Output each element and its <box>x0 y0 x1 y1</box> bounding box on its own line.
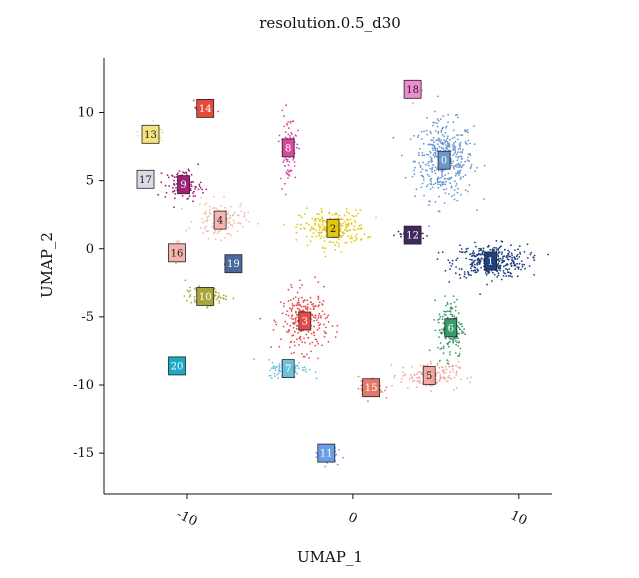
points-layer <box>136 79 550 468</box>
cluster-label-7: 7 <box>281 359 295 379</box>
svg-text:5: 5 <box>426 371 432 382</box>
cluster-label-3: 3 <box>298 311 312 331</box>
svg-text:16: 16 <box>171 248 184 259</box>
x-tick-label: 10 <box>508 508 529 529</box>
svg-text:19: 19 <box>227 259 240 270</box>
svg-text:11: 11 <box>320 449 333 460</box>
y-tick-label: -10 <box>73 378 94 393</box>
cluster-label-4: 4 <box>213 210 227 230</box>
cluster-label-17: 17 <box>136 169 155 189</box>
cluster-label-8: 8 <box>281 138 295 158</box>
cluster-label-1: 1 <box>484 251 498 271</box>
svg-text:4: 4 <box>217 216 223 227</box>
y-tick-label: -5 <box>81 310 94 325</box>
svg-text:14: 14 <box>199 104 212 115</box>
cluster-label-16: 16 <box>168 243 186 263</box>
cluster-label-13: 13 <box>141 124 160 144</box>
cluster-label-15: 15 <box>362 378 381 398</box>
cluster-label-12: 12 <box>403 225 422 245</box>
cluster-label-0: 0 <box>437 150 451 170</box>
svg-text:17: 17 <box>139 175 152 186</box>
svg-text:18: 18 <box>406 85 419 96</box>
cluster-label-11: 11 <box>317 443 336 463</box>
svg-text:3: 3 <box>302 317 308 328</box>
x-tick-label: 0 <box>346 510 360 527</box>
svg-text:6: 6 <box>448 323 454 334</box>
y-axis-title: UMAP_2 <box>38 232 56 298</box>
svg-text:20: 20 <box>171 361 184 372</box>
svg-text:0: 0 <box>441 156 447 167</box>
cluster-label-10: 10 <box>196 286 215 306</box>
y-tick-label: 10 <box>77 106 94 121</box>
svg-text:2: 2 <box>330 224 336 235</box>
cluster-label-14: 14 <box>196 99 215 118</box>
chart-title: resolution.0.5_d30 <box>259 14 401 32</box>
cluster-label-5: 5 <box>422 366 436 385</box>
cluster-label-9: 9 <box>177 175 191 195</box>
svg-text:12: 12 <box>406 231 419 242</box>
cluster-label-18: 18 <box>403 79 422 99</box>
y-tick-label: 0 <box>86 242 94 257</box>
svg-text:15: 15 <box>365 383 378 394</box>
x-axis-title: UMAP_1 <box>297 548 363 566</box>
svg-text:1: 1 <box>487 257 493 268</box>
y-tick-label: 5 <box>86 174 94 189</box>
svg-text:8: 8 <box>285 143 291 154</box>
y-tick-label: -15 <box>73 446 94 461</box>
x-tick-label: -10 <box>174 507 199 529</box>
cluster-label-6: 6 <box>444 318 458 338</box>
svg-text:9: 9 <box>180 180 186 191</box>
cluster-label-2: 2 <box>326 218 340 238</box>
cluster-label-20: 20 <box>168 356 186 376</box>
svg-text:13: 13 <box>144 130 157 141</box>
cluster-label-19: 19 <box>224 254 243 274</box>
svg-text:7: 7 <box>285 364 291 375</box>
svg-text:10: 10 <box>199 292 212 303</box>
